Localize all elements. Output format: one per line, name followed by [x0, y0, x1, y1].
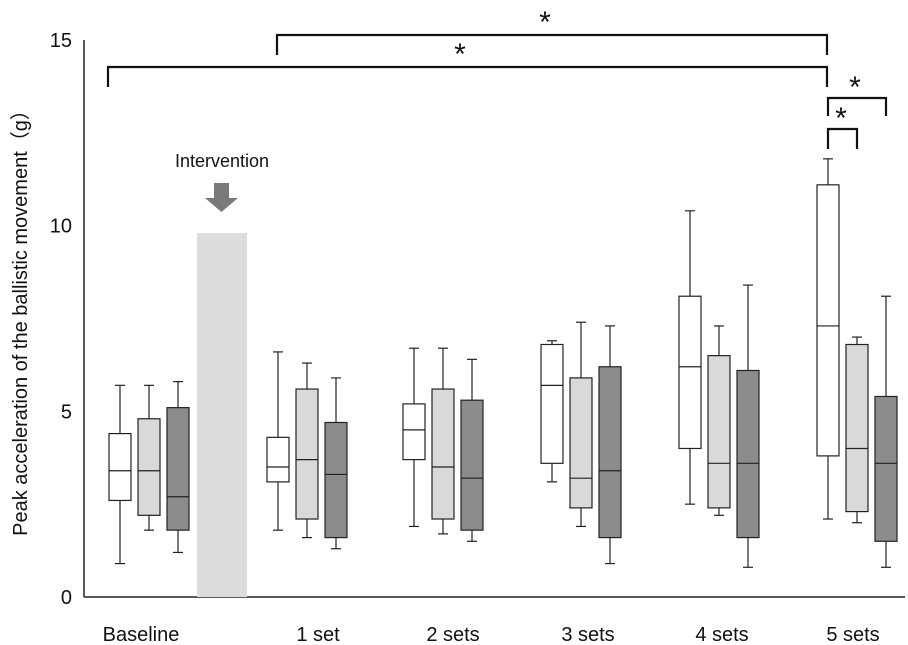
category-label: 4 sets — [695, 624, 748, 645]
box-body — [324, 421, 348, 539]
box — [845, 336, 869, 524]
box-body — [598, 366, 622, 539]
box — [569, 321, 593, 528]
box — [678, 210, 702, 505]
box-body — [736, 369, 760, 539]
y-tick-label: 5 — [61, 401, 72, 423]
box — [324, 377, 348, 550]
box-body — [137, 418, 161, 516]
bracket-line — [826, 96, 888, 116]
box — [540, 340, 564, 483]
box-group-3-sets — [540, 321, 622, 565]
significance-star: * — [454, 38, 466, 71]
box-body — [402, 403, 426, 461]
category-label: 5 sets — [826, 624, 879, 645]
intervention-marker: Intervention — [175, 151, 269, 598]
box — [137, 384, 161, 531]
y-axis-label: Peak acceleration of the ballistic movem… — [9, 100, 32, 536]
box-group-2-sets — [402, 347, 484, 542]
box — [266, 351, 290, 531]
box-group-5-sets — [816, 158, 898, 568]
bracket-line — [275, 33, 829, 55]
down-arrow-icon — [205, 183, 238, 212]
box — [402, 347, 426, 528]
box-body — [845, 343, 869, 513]
box-body — [460, 399, 484, 531]
intervention-bar — [197, 233, 247, 598]
bracket-line — [106, 65, 829, 87]
category-labels: Baseline 1 set 2 sets 3 sets 4 sets 5 sets — [103, 624, 880, 645]
box — [736, 284, 760, 568]
bracket-5sets-white-vs-dark: * — [826, 71, 888, 116]
category-label: 3 sets — [561, 624, 614, 645]
box-body — [266, 436, 290, 483]
box — [431, 347, 455, 535]
box — [874, 295, 898, 568]
bracket-1set-vs-5sets: * — [275, 6, 829, 55]
box-group-4-sets — [678, 210, 760, 568]
bracket-baseline-vs-5sets: * — [106, 38, 829, 87]
box — [707, 325, 731, 516]
box-body — [874, 395, 898, 542]
category-label: 2 sets — [426, 624, 479, 645]
box-groups — [108, 158, 898, 568]
box — [295, 362, 319, 539]
box — [598, 325, 622, 565]
box — [460, 358, 484, 542]
box-body — [295, 388, 319, 520]
y-tick-labels: 0 5 10 15 — [50, 30, 72, 609]
category-label: 1 set — [296, 624, 340, 645]
box-body — [569, 377, 593, 509]
bracket-5sets-white-vs-light: * — [826, 102, 859, 149]
box-body — [108, 433, 132, 502]
box-body — [431, 388, 455, 520]
box-body — [540, 343, 564, 464]
box — [166, 381, 190, 554]
box — [816, 158, 840, 520]
box-body — [166, 407, 190, 531]
y-tick-label: 10 — [50, 216, 72, 238]
y-tick-label: 15 — [50, 30, 72, 52]
significance-star: * — [539, 6, 551, 39]
bracket-line — [826, 127, 859, 149]
box-body — [816, 184, 840, 457]
category-label: Baseline — [103, 624, 180, 645]
box-group-baseline — [108, 381, 190, 565]
significance-star: * — [849, 71, 861, 104]
significance-brackets: **** — [106, 6, 888, 149]
box-group-1-set — [266, 351, 348, 550]
y-tick-label: 0 — [61, 587, 72, 609]
box-body — [678, 295, 702, 450]
box — [108, 384, 132, 565]
significance-star: * — [835, 102, 847, 135]
intervention-label: Intervention — [175, 151, 269, 171]
box-body — [707, 355, 731, 509]
